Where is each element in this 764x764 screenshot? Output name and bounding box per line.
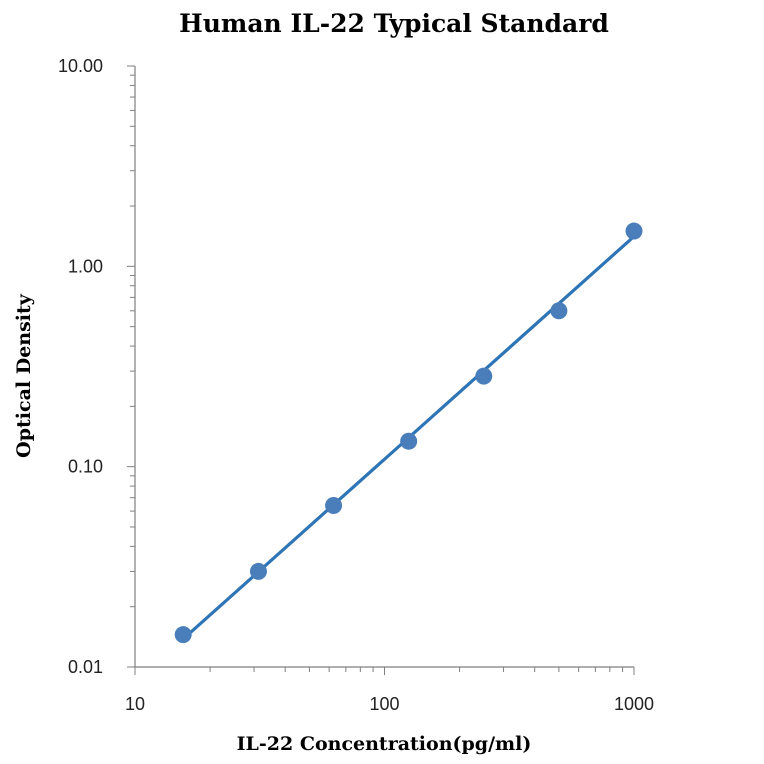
ticks	[127, 65, 635, 675]
data-point	[550, 302, 568, 320]
x-axis-label: IL-22 Concentration(pg/ml)	[237, 733, 532, 755]
x-tick-label: 100	[369, 694, 399, 714]
x-tick-label: 1000	[614, 694, 654, 714]
data-point	[625, 222, 643, 240]
data-point	[249, 562, 267, 580]
data-point	[174, 626, 192, 644]
data-point	[325, 496, 343, 514]
chart-title: Human IL-22 Typical Standard	[179, 9, 609, 38]
data-points	[174, 222, 643, 644]
y-axis-label: Optical Density	[13, 293, 35, 458]
tick-labels: 0.01 0.10 1.00 10.00 10 100 1000	[58, 56, 654, 714]
y-tick-label: 1.00	[68, 256, 103, 276]
x-tick-label: 10	[125, 694, 145, 714]
data-point	[400, 432, 418, 450]
y-tick-label: 0.10	[68, 457, 103, 477]
axes	[134, 66, 634, 668]
data-point	[475, 367, 493, 385]
y-tick-label: 0.01	[68, 657, 103, 677]
y-tick-label: 10.00	[58, 56, 103, 76]
